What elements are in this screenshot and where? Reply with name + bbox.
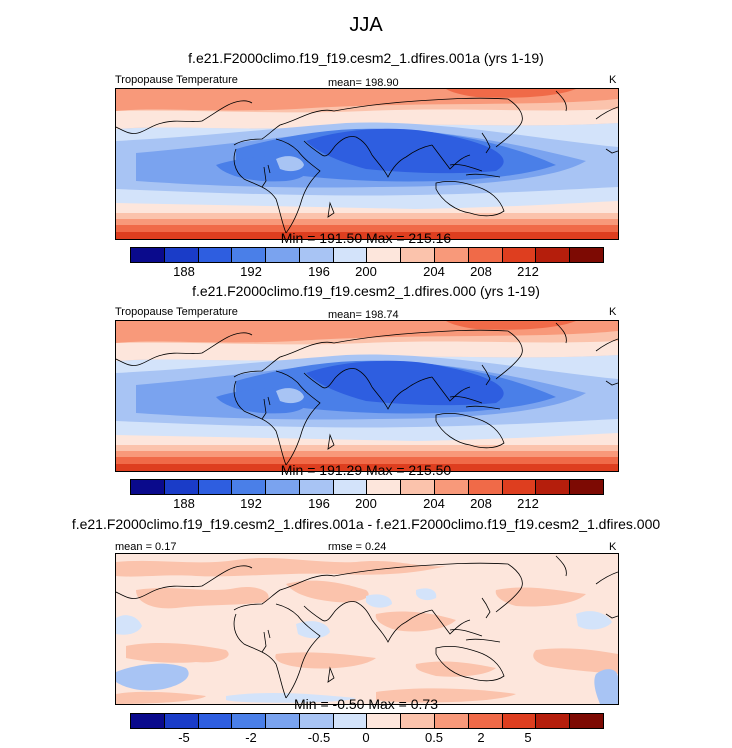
panel-1-mean: mean= 198.90 xyxy=(328,77,399,89)
colorbar-tick: 188 xyxy=(173,496,195,511)
colorbar-swatch xyxy=(570,480,603,494)
colorbar-tick: 200 xyxy=(355,264,377,279)
panel-3-min-max: Min = -0.50 Max = 0.73 xyxy=(294,696,438,712)
colorbar-swatch xyxy=(232,480,267,494)
temperature-field xyxy=(116,89,618,239)
colorbar-swatch xyxy=(468,480,503,494)
panel-3-mean: mean = 0.17 xyxy=(115,541,177,553)
colorbar-swatch xyxy=(401,714,436,728)
colorbar-tick: 2 xyxy=(477,730,485,745)
panel-1-units: K xyxy=(609,74,617,86)
colorbar-swatch xyxy=(502,248,537,262)
colorbar-swatch xyxy=(333,248,368,262)
colorbar-swatch xyxy=(333,480,368,494)
colorbar-swatch xyxy=(131,248,165,262)
coastlines xyxy=(116,555,618,699)
colorbar-tick: 196 xyxy=(308,496,330,511)
colorbar-tick: 5 xyxy=(524,730,532,745)
coastlines xyxy=(116,322,618,466)
panel-1-label: Tropopause Temperature xyxy=(115,74,238,86)
colorbar-swatch xyxy=(435,480,469,494)
panel-3-units: K xyxy=(609,541,617,553)
colorbar-swatch xyxy=(536,480,571,494)
colorbar-swatch xyxy=(131,714,165,728)
colorbar-tick: -2 xyxy=(245,730,257,745)
colorbar-tick: 204 xyxy=(423,264,445,279)
colorbar-swatch xyxy=(468,248,503,262)
temperature-field xyxy=(116,321,618,471)
panel-2-min-max: Min = 191.29 Max = 215.50 xyxy=(280,462,452,478)
panel-2-title: f.e21.F2000climo.f19_f19.cesm2_1.dfires.… xyxy=(192,283,540,299)
colorbar-swatch xyxy=(536,248,571,262)
colorbar-tick: 192 xyxy=(240,264,262,279)
colorbar-swatch xyxy=(367,248,402,262)
colorbar-swatch xyxy=(299,480,334,494)
coastlines xyxy=(116,90,618,234)
colorbar-swatch xyxy=(164,480,199,494)
panel-2-units: K xyxy=(609,306,617,318)
panel-3-colorbar xyxy=(130,713,604,729)
colorbar-swatch xyxy=(468,714,503,728)
colorbar-swatch xyxy=(401,480,436,494)
colorbar-tick: 212 xyxy=(517,496,539,511)
colorbar-swatch xyxy=(536,714,571,728)
colorbar-swatch xyxy=(570,248,603,262)
colorbar-swatch xyxy=(198,480,233,494)
panel-1-title: f.e21.F2000climo.f19_f19.cesm2_1.dfires.… xyxy=(188,50,544,66)
colorbar-tick: 188 xyxy=(173,264,195,279)
colorbar-swatch xyxy=(401,248,436,262)
panel-1-colorbar xyxy=(130,247,604,263)
colorbar-tick: -5 xyxy=(178,730,190,745)
colorbar-tick: 192 xyxy=(240,496,262,511)
colorbar-tick: 0.5 xyxy=(424,730,444,745)
colorbar-swatch xyxy=(198,248,233,262)
panel-2-mean: mean= 198.74 xyxy=(328,309,399,321)
colorbar-swatch xyxy=(435,248,469,262)
colorbar-tick: 212 xyxy=(517,264,539,279)
colorbar-swatch xyxy=(502,480,537,494)
panel-3-map-svg xyxy=(116,554,618,704)
panel-1-map-svg xyxy=(116,89,618,239)
colorbar-swatch xyxy=(266,248,300,262)
panel-2-map xyxy=(115,320,619,472)
panel-2-map-svg xyxy=(116,321,618,471)
colorbar-swatch xyxy=(164,248,199,262)
colorbar-swatch xyxy=(333,714,368,728)
colorbar-swatch xyxy=(570,714,603,728)
colorbar-swatch xyxy=(266,480,300,494)
colorbar-tick: 204 xyxy=(423,496,445,511)
panel-1-min-max: Min = 191.50 Max = 215.16 xyxy=(280,230,452,246)
colorbar-swatch xyxy=(232,248,267,262)
panel-3-rmse: rmse = 0.24 xyxy=(328,541,387,553)
colorbar-swatch xyxy=(266,714,300,728)
colorbar-swatch xyxy=(367,480,402,494)
colorbar-tick: -0.5 xyxy=(307,730,331,745)
panel-2-label: Tropopause Temperature xyxy=(115,306,238,318)
colorbar-tick: 196 xyxy=(308,264,330,279)
colorbar-tick: 0 xyxy=(362,730,370,745)
colorbar-swatch xyxy=(164,714,199,728)
colorbar-swatch xyxy=(299,714,334,728)
panel-3-map xyxy=(115,553,619,705)
colorbar-tick: 208 xyxy=(470,496,492,511)
colorbar-swatch xyxy=(198,714,233,728)
difference-field xyxy=(116,554,618,704)
colorbar-tick: 200 xyxy=(355,496,377,511)
colorbar-swatch xyxy=(299,248,334,262)
page-title: JJA xyxy=(349,14,383,36)
colorbar-swatch xyxy=(435,714,469,728)
panel-1-map xyxy=(115,88,619,240)
colorbar-swatch xyxy=(232,714,267,728)
colorbar-swatch xyxy=(502,714,537,728)
panel-2-colorbar xyxy=(130,479,604,495)
colorbar-swatch xyxy=(131,480,165,494)
colorbar-tick: 208 xyxy=(470,264,492,279)
panel-3-title: f.e21.F2000climo.f19_f19.cesm2_1.dfires.… xyxy=(71,516,661,532)
colorbar-swatch xyxy=(367,714,402,728)
